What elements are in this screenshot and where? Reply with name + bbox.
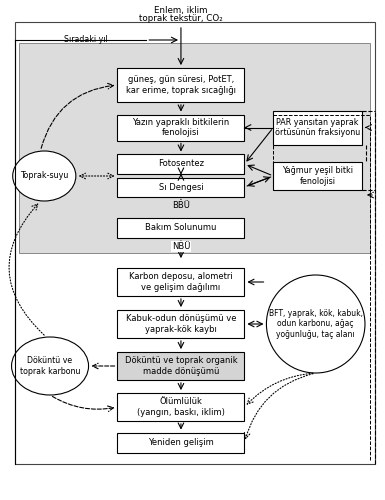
Ellipse shape (266, 275, 365, 373)
FancyBboxPatch shape (117, 432, 244, 452)
Text: Yazın yapraklı bitkilerin
fenolojisi: Yazın yapraklı bitkilerin fenolojisi (132, 118, 229, 137)
FancyBboxPatch shape (117, 393, 244, 421)
Text: BFT, yaprak, kök, kabuk,
odun karbonu, ağaç
yoğunluğu, taç alanı: BFT, yaprak, kök, kabuk, odun karbonu, a… (269, 309, 363, 339)
Text: Yağmur yeşil bitki
fenolojisi: Yağmur yeşil bitki fenolojisi (282, 166, 353, 186)
FancyBboxPatch shape (117, 218, 244, 238)
Text: Ölümlülük
(yangın, baskı, iklim): Ölümlülük (yangın, baskı, iklim) (137, 398, 225, 416)
Text: toprak tekstür, CO₂: toprak tekstür, CO₂ (139, 14, 223, 23)
Text: BBÜ: BBÜ (172, 200, 190, 209)
Text: Kabuk-odun dönüşümü ve
yaprak-kök kaybı: Kabuk-odun dönüşümü ve yaprak-kök kaybı (126, 314, 236, 334)
Text: Toprak-suyu: Toprak-suyu (20, 172, 69, 180)
Text: Döküntü ve
toprak karbonu: Döküntü ve toprak karbonu (20, 356, 80, 376)
Ellipse shape (12, 337, 89, 395)
FancyBboxPatch shape (117, 268, 244, 296)
FancyBboxPatch shape (19, 42, 370, 252)
Text: Yeniden gelişim: Yeniden gelişim (148, 438, 214, 447)
Text: Bakım Solunumu: Bakım Solunumu (145, 224, 217, 232)
Text: güneş, gün süresi, PotET,
kar erime, toprak sıcağlığı: güneş, gün süresi, PotET, kar erime, top… (126, 76, 236, 94)
FancyBboxPatch shape (117, 352, 244, 380)
Text: PAR yansıtan yaprak
örtüsünün fraksiyonu: PAR yansıtan yaprak örtüsünün fraksiyonu (275, 118, 360, 137)
Text: Sıradaki yıl: Sıradaki yıl (64, 36, 108, 44)
Text: Fotosentez: Fotosentez (158, 160, 204, 168)
FancyBboxPatch shape (273, 110, 362, 144)
Text: Sı Dengesi: Sı Dengesi (159, 182, 203, 192)
FancyBboxPatch shape (117, 178, 244, 197)
Text: Döküntü ve toprak organik
madde dönüşümü: Döküntü ve toprak organik madde dönüşümü (125, 356, 237, 376)
Text: Karbon deposu, alometri
ve gelişim dağılımı: Karbon deposu, alometri ve gelişim dağıl… (129, 272, 233, 291)
Ellipse shape (13, 151, 76, 201)
Text: Enlem, iklim: Enlem, iklim (154, 6, 208, 16)
FancyBboxPatch shape (117, 68, 244, 102)
FancyBboxPatch shape (117, 114, 244, 140)
FancyBboxPatch shape (117, 154, 244, 174)
FancyBboxPatch shape (117, 310, 244, 338)
FancyBboxPatch shape (273, 162, 362, 190)
Text: NBÜ: NBÜ (172, 242, 190, 251)
